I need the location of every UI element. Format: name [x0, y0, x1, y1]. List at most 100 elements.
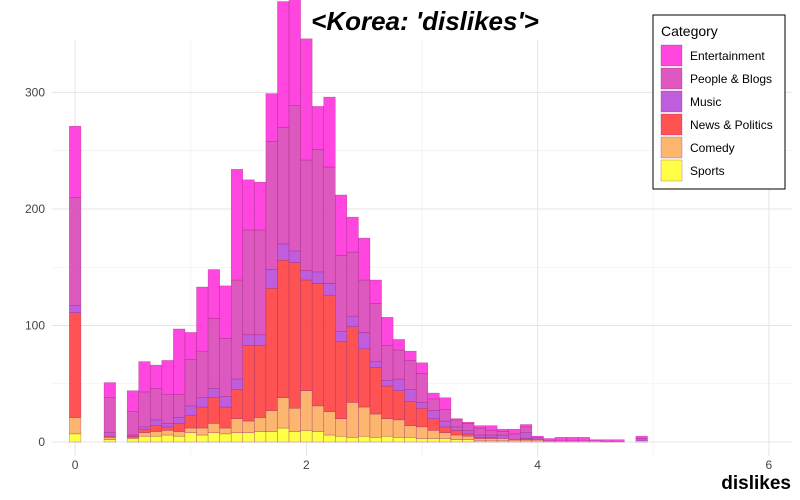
- bar-segment: [427, 430, 440, 439]
- bar-segment: [288, 431, 301, 443]
- bar-segment: [300, 430, 313, 443]
- bar-segment: [150, 425, 163, 432]
- bar-segment: [531, 435, 544, 438]
- bar-segment: [254, 229, 267, 336]
- bar-segment: [496, 434, 509, 439]
- bar-segment: [126, 390, 139, 412]
- bar-segment: [219, 406, 232, 429]
- bar-segment: [184, 432, 197, 443]
- bar-segment: [69, 197, 82, 306]
- legend-swatch: [660, 113, 683, 136]
- bar-segment: [300, 38, 313, 161]
- bar-segment: [103, 397, 116, 433]
- bar-segment: [277, 427, 290, 443]
- bar-segment: [311, 271, 324, 284]
- bar-segment: [566, 437, 579, 442]
- bar-segment: [126, 411, 139, 436]
- bar-segment: [277, 127, 290, 245]
- bar-segment: [254, 181, 267, 231]
- bar-segment: [346, 216, 359, 253]
- legend-label: Sports: [690, 164, 725, 178]
- bar-segment: [254, 417, 267, 432]
- bar-segment: [219, 396, 232, 408]
- bar-segment: [265, 431, 278, 443]
- bar-segment: [392, 390, 405, 421]
- bar-segment: [462, 430, 475, 435]
- bar-segment: [369, 413, 382, 438]
- bar-segment: [415, 373, 429, 403]
- bar-segment: [311, 106, 324, 150]
- bar-segment: [150, 388, 163, 421]
- bar-segment: [150, 364, 163, 389]
- bar-segment: [230, 418, 244, 433]
- bar-segment: [369, 367, 382, 415]
- x-tick-label: 6: [766, 458, 773, 472]
- bar-segment: [404, 350, 417, 361]
- bar-segment: [335, 435, 348, 443]
- bar-segment: [242, 334, 255, 346]
- bar-segment: [196, 350, 209, 398]
- bar-segment: [323, 96, 336, 168]
- bar-segment: [207, 432, 220, 443]
- bar-segment: [335, 255, 348, 332]
- bar-segment: [219, 427, 232, 435]
- bar-segment: [103, 437, 116, 440]
- bar-segment: [265, 93, 278, 142]
- bar-segment: [173, 417, 186, 424]
- bar-segment: [242, 179, 255, 231]
- legend-label: People & Blogs: [690, 72, 772, 86]
- bar-segment: [230, 432, 244, 443]
- bar-segment: [196, 406, 209, 429]
- bar-segment: [450, 439, 463, 443]
- bar-segment: [496, 438, 509, 442]
- bar-segment: [450, 430, 463, 436]
- bar-segment: [439, 420, 452, 428]
- bar-segment: [439, 438, 452, 443]
- bar-segment: [196, 427, 209, 436]
- bar-segment: [277, 259, 290, 398]
- bar-segment: [288, 105, 301, 252]
- bar-segment: [196, 397, 209, 408]
- x-tick-label: 0: [72, 458, 79, 472]
- bar-segment: [427, 398, 440, 411]
- bar-segment: [358, 435, 371, 443]
- bar-segment: [369, 361, 382, 368]
- legend-swatch: [660, 44, 683, 67]
- bar-segment: [173, 431, 186, 437]
- bar-segment: [531, 437, 544, 440]
- bar-segment: [462, 423, 475, 431]
- bar-segment: [335, 194, 348, 256]
- bar-segment: [300, 279, 313, 391]
- bar-segment: [462, 421, 475, 424]
- x-axis-label: dislikes: [721, 473, 791, 494]
- chart-title: <Korea: 'dislikes'>: [311, 6, 539, 36]
- bar-segment: [439, 409, 452, 422]
- bar-segment: [381, 345, 394, 381]
- bar-segment: [415, 362, 429, 374]
- bar-segment: [473, 434, 486, 438]
- bar-segment: [427, 392, 440, 400]
- bar-segment: [577, 437, 590, 442]
- bar-segment: [288, 250, 301, 263]
- bar-segment: [161, 430, 174, 436]
- bar-segment: [612, 439, 625, 443]
- bar-segment: [346, 315, 359, 327]
- bar-segment: [138, 432, 151, 437]
- bar-segment: [265, 141, 278, 270]
- bar-segment: [589, 439, 602, 442]
- bar-segment: [207, 423, 220, 433]
- legend-label: Entertainment: [690, 49, 765, 63]
- bar-segment: [69, 305, 82, 313]
- x-tick-label: 2: [303, 458, 310, 472]
- bar-segment: [404, 400, 417, 426]
- bar-segment: [358, 348, 371, 408]
- axis-tick-labels: 0 2 4 6 0 100 200 300: [25, 85, 773, 472]
- bar-segment: [415, 426, 429, 439]
- bar-segment: [323, 294, 336, 412]
- legend-items: Entertainment People & Blogs Music News & P…: [660, 44, 773, 182]
- bar-segment: [392, 349, 405, 380]
- bar-segment: [161, 393, 174, 424]
- bar-segment: [600, 439, 614, 443]
- bar-segment: [288, 407, 301, 432]
- bar-segment: [392, 378, 405, 391]
